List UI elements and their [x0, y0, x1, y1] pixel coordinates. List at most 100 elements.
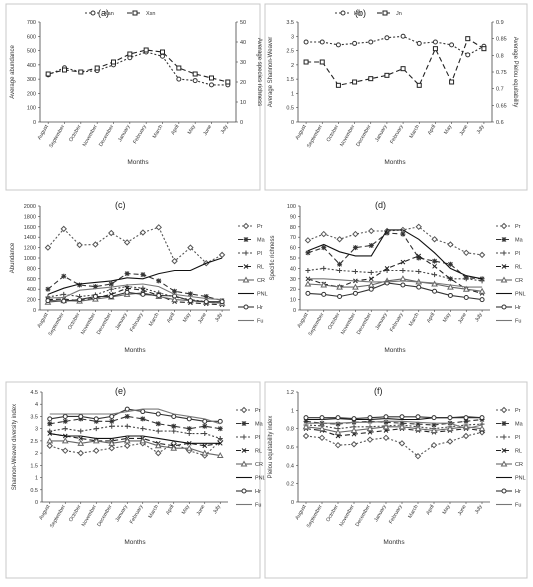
panel-b-legend-label: Jn: [396, 11, 402, 17]
panel-f-series-point: [318, 434, 326, 442]
panel-e-legend-label: Pr: [255, 408, 261, 414]
panel-c-series-point: [139, 229, 147, 236]
panel-c-legend-item: Fu: [238, 319, 263, 325]
panel-f-series-point: [447, 415, 453, 421]
panel-e-series-point: [201, 449, 209, 456]
panel-e-series-CR: [46, 437, 224, 459]
panel-e-series-point: [155, 428, 161, 434]
panel-e-series-point: [186, 416, 192, 422]
panel-f-xtick-label: December: [355, 504, 372, 528]
panel-a-xtick-label: January: [117, 124, 132, 143]
panel-f: (f) 0 0.2 0.4 0.6 0.8 1 1.2 Pielou equitability …: [264, 381, 528, 579]
panel-f-legend-marker: [501, 421, 507, 426]
panel-a-xtick-label: March: [152, 124, 164, 140]
panel-d: (d) 0 10 20 30 40 50 60 70 80 90 100 Specific richne…: [270, 200, 526, 354]
panel-a-y2tick-label: 10: [240, 100, 246, 106]
panel-e-series-point: [108, 445, 115, 452]
panel-f-series-point: [302, 423, 310, 430]
panel-a-xtick-label: February: [132, 124, 148, 145]
panel-d-series-line: [307, 232, 483, 280]
panel-b-label: (b): [355, 8, 366, 18]
panel-c-series-point: [76, 241, 83, 249]
panel-b-series-point: [432, 39, 438, 45]
panel-d-xtick-label: May: [442, 312, 452, 324]
panel-c-series-point: [219, 299, 225, 305]
panel-b-xtick-label: May: [443, 124, 453, 136]
panel-c-series-line: [47, 287, 223, 306]
panel-b-ytick-label: 1: [291, 91, 294, 97]
panel-a-series-point: [209, 75, 214, 81]
panel-b-series-point: [335, 42, 341, 48]
panel-f-series-point: [398, 440, 406, 447]
panel-a-series-point: [160, 49, 165, 55]
panel-d-series-point: [447, 241, 454, 248]
panel-d-legend-label: Pl: [515, 251, 520, 257]
panel-d-series-point: [352, 283, 359, 290]
panel-f-series-Fu: [306, 420, 483, 430]
panel-f-series-point: [382, 434, 390, 442]
panel-b-series-point: [352, 40, 358, 46]
panel-e-series-point: [202, 423, 208, 429]
panel-d-series-point: [479, 297, 485, 303]
panel-e-series-Fu: [49, 408, 221, 425]
panel-f-series-point: [319, 415, 325, 421]
panel-d-series-line: [307, 278, 483, 292]
panel-f-ytick-label: 0.8: [286, 427, 294, 433]
panel-d-ytick-label: 60: [290, 246, 296, 252]
panel-c-series-line: [47, 226, 223, 264]
panel-d-series-point: [352, 245, 358, 251]
panel-c-xtick-label: December: [96, 312, 113, 336]
panel-c-series-point: [92, 241, 99, 248]
panel-e-series-point: [185, 444, 193, 451]
panel-e-xtick-label: January: [115, 504, 130, 523]
panel-d-ytick-label: 90: [290, 214, 296, 220]
panel-a-xtick-label: August: [37, 124, 51, 141]
panel-a-series-point: [111, 59, 116, 65]
panel-a-ytick-label: 500: [27, 49, 36, 55]
panel-a-ylabel: Average abundance: [10, 45, 16, 99]
panel-a-legend-label: Xan: [104, 11, 114, 17]
panel-e-series-point: [217, 426, 223, 432]
panel-f-legend-label: PNL: [515, 476, 526, 482]
panel-f-frame: [264, 381, 528, 579]
panel-d-xtick-label: January: [374, 312, 389, 331]
panel-d-series-point: [447, 292, 453, 298]
panel-d-ytick-label: 10: [290, 298, 296, 304]
panel-e-legend-label: PNL: [255, 476, 266, 482]
panel-f-legend-item: Ma: [496, 421, 524, 428]
panel-e-xtick-label: May: [181, 504, 191, 516]
panel-e-ytick-label: 2.5: [30, 439, 38, 445]
panel-e-series-line: [49, 433, 221, 444]
panel-e-xtick-label: July: [212, 504, 222, 515]
panel-c-xtick-label: April: [166, 312, 176, 324]
panel-d-legend-item: Ma: [496, 237, 524, 244]
panel-e-legend-label: Hr: [255, 489, 261, 495]
panel-e-xtick-label: September: [49, 504, 67, 529]
panel-d-series-point: [479, 278, 485, 284]
panel-d-series-line: [307, 226, 483, 256]
panel-c-legend-item: Pr: [238, 222, 263, 230]
panel-a: (a) 0 100 200 300 400 500 600 700 0 10 20 30 40 50 Aver…: [5, 3, 262, 191]
panel-a-series-point: [176, 76, 182, 82]
panel-d-series-point: [320, 230, 327, 238]
panel-f-legend-item: RL: [496, 448, 522, 455]
panel-c-ytick-label: 400: [27, 287, 36, 293]
panel-a-xtick-label: September: [48, 124, 66, 149]
panel-d-series-point: [321, 265, 327, 271]
panel-d-legend-label: CR: [515, 278, 523, 284]
panel-a-xtick-label: July: [220, 124, 230, 135]
panel-d-series-point: [305, 250, 311, 256]
panel-e-series-point: [46, 442, 53, 449]
panel-c-series-line: [47, 283, 223, 301]
panel-b-series-line: [306, 37, 485, 87]
panel-f-legend-item: Pr: [496, 406, 521, 414]
panel-d-xtick-label: September: [308, 312, 326, 337]
panel-f-legend-label: Fu: [515, 503, 521, 509]
panel-a-series-point: [127, 51, 133, 57]
panel-e-series-point: [124, 423, 130, 429]
panel-f-xtick-label: March: [407, 504, 419, 520]
panel-f-series-point: [446, 425, 454, 432]
panel-e-series-line: [49, 425, 221, 439]
panel-c-legend-item: PNL: [238, 292, 268, 298]
